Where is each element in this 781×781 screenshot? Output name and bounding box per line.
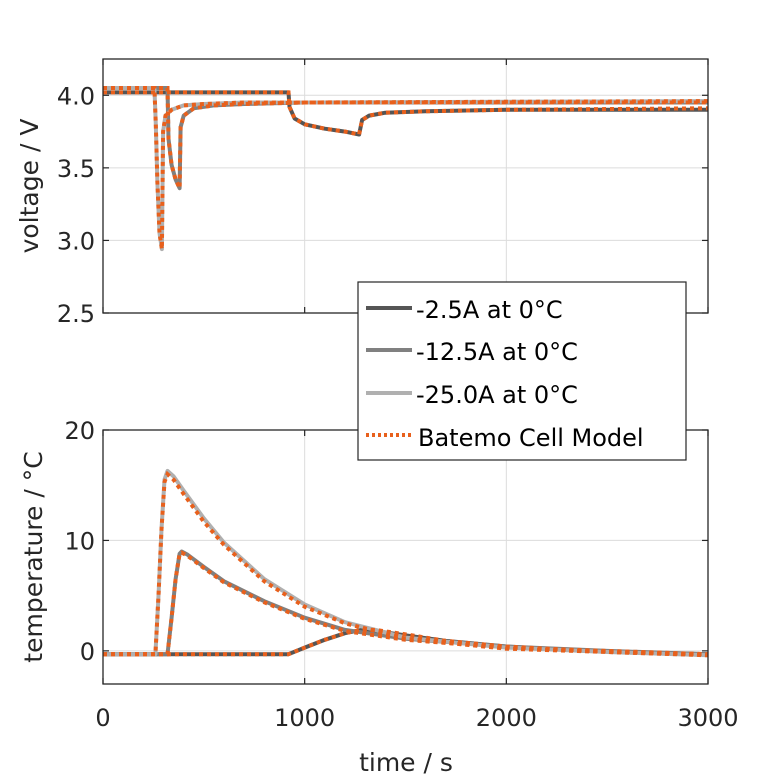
legend-label-2-5a: -2.5A at 0°C [416, 296, 563, 324]
temperature-ytick-label: 20 [64, 417, 95, 445]
legend: -2.5A at 0°C -12.5A at 0°C -25.0A at 0°C… [357, 281, 687, 461]
temperature-series-25a [103, 468, 709, 658]
legend-box [357, 281, 687, 461]
voltage-grid [103, 59, 708, 313]
voltage-series-model-segment [103, 86, 708, 190]
temperature-series-model-segment [103, 627, 709, 657]
temperature-xtick-label: 2000 [476, 704, 537, 732]
voltage-ytick-label: 2.5 [57, 300, 95, 328]
temperature-series-model-segment [103, 550, 709, 657]
temperature-series-model [103, 470, 709, 658]
temperature-series [103, 468, 709, 658]
voltage-ytick-label: 3.5 [57, 155, 95, 183]
temperature-xtick-label: 3000 [677, 704, 738, 732]
legend-label-model: Batemo Cell Model [418, 424, 644, 452]
temperature-ylabel: temperature / °C [19, 451, 48, 662]
temperature-ytick-label: 0 [80, 638, 95, 666]
temperature-axes: 0 1000 2000 3000 0 10 20 temperature / °C time… [19, 417, 739, 777]
voltage-ytick-label: 4.0 [57, 82, 95, 110]
voltage-ylabel: voltage / V [15, 119, 44, 254]
legend-label-12-5a: -12.5A at 0°C [416, 338, 578, 366]
time-xlabel: time / s [359, 748, 453, 777]
temperature-xtick-label: 0 [95, 704, 110, 732]
voltage-axes-box [102, 58, 709, 314]
temperature-ytick-label: 10 [64, 527, 95, 555]
voltage-series-model [103, 86, 709, 250]
voltage-axes: 2.5 3.0 3.5 4.0 voltage / V [15, 58, 709, 328]
temperature-xtick-label: 1000 [274, 704, 335, 732]
legend-label-25a: -25.0A at 0°C [416, 381, 578, 409]
voltage-ytick-label: 3.0 [57, 227, 95, 255]
voltage-series-model-segment [103, 90, 709, 137]
voltage-series [103, 86, 709, 252]
